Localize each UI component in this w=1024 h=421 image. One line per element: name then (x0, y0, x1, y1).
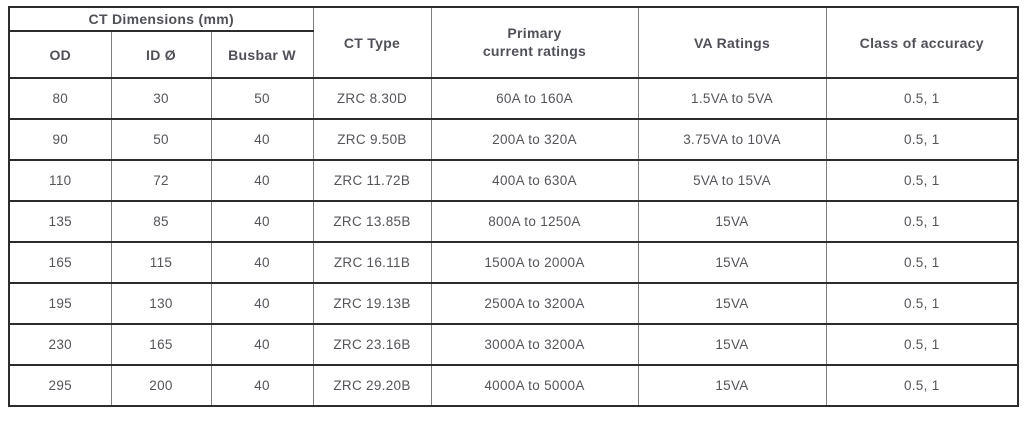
header-od: OD (8, 30, 112, 79)
cell-ct-type: ZRC 19.13B (312, 282, 432, 325)
cell-od: 295 (8, 364, 112, 407)
cell-primary: 60A to 160A (430, 77, 639, 120)
cell-primary: 2500A to 3200A (430, 282, 639, 325)
cell-od: 165 (8, 241, 112, 284)
header-id-diameter: ID Ø (110, 30, 212, 79)
cell-primary: 200A to 320A (430, 118, 639, 161)
header-group-row: CT Dimensions (mm) CT Type Primary curre… (8, 6, 1019, 79)
cell-ct-type: ZRC 16.11B (312, 241, 432, 284)
cell-primary: 1500A to 2000A (430, 241, 639, 284)
cell-od: 135 (8, 200, 112, 243)
cell-ct-type: ZRC 9.50B (312, 118, 432, 161)
cell-od: 110 (8, 159, 112, 202)
cell-busbar: 50 (210, 77, 314, 120)
cell-id: 130 (110, 282, 212, 325)
table-row: 135 85 40 ZRC 13.85B 800A to 1250A 15VA … (8, 200, 1019, 243)
cell-ct-type: ZRC 23.16B (312, 323, 432, 366)
header-class-of-accuracy: Class of accuracy (825, 6, 1019, 79)
cell-id: 85 (110, 200, 212, 243)
header-primary-current-ratings: Primary current ratings (430, 6, 639, 79)
cell-accuracy: 0.5, 1 (825, 364, 1019, 407)
cell-accuracy: 0.5, 1 (825, 241, 1019, 284)
table-body: 80 30 50 ZRC 8.30D 60A to 160A 1.5VA to … (8, 77, 1019, 407)
header-va-ratings: VA Ratings (637, 6, 827, 79)
cell-id: 200 (110, 364, 212, 407)
table-row: 110 72 40 ZRC 11.72B 400A to 630A 5VA to… (8, 159, 1019, 202)
cell-id: 30 (110, 77, 212, 120)
cell-accuracy: 0.5, 1 (825, 77, 1019, 120)
cell-va: 15VA (637, 364, 827, 407)
table-row: 80 30 50 ZRC 8.30D 60A to 160A 1.5VA to … (8, 77, 1019, 120)
cell-od: 80 (8, 77, 112, 120)
header-busbar-w: Busbar W (210, 30, 314, 79)
cell-busbar: 40 (210, 282, 314, 325)
cell-va: 15VA (637, 323, 827, 366)
table-header: CT Dimensions (mm) CT Type Primary curre… (8, 6, 1019, 79)
cell-primary: 800A to 1250A (430, 200, 639, 243)
cell-va: 15VA (637, 241, 827, 284)
header-ct-dimensions-group: CT Dimensions (mm) (8, 6, 314, 32)
cell-busbar: 40 (210, 118, 314, 161)
cell-accuracy: 0.5, 1 (825, 323, 1019, 366)
cell-od: 90 (8, 118, 112, 161)
table-row: 230 165 40 ZRC 23.16B 3000A to 3200A 15V… (8, 323, 1019, 366)
cell-primary: 4000A to 5000A (430, 364, 639, 407)
cell-busbar: 40 (210, 364, 314, 407)
cell-id: 115 (110, 241, 212, 284)
cell-primary: 3000A to 3200A (430, 323, 639, 366)
cell-ct-type: ZRC 13.85B (312, 200, 432, 243)
cell-busbar: 40 (210, 200, 314, 243)
header-ct-type: CT Type (312, 6, 432, 79)
table-row: 90 50 40 ZRC 9.50B 200A to 320A 3.75VA t… (8, 118, 1019, 161)
cell-primary: 400A to 630A (430, 159, 639, 202)
ct-specifications-table: CT Dimensions (mm) CT Type Primary curre… (8, 6, 1019, 407)
cell-busbar: 40 (210, 323, 314, 366)
cell-id: 50 (110, 118, 212, 161)
cell-accuracy: 0.5, 1 (825, 159, 1019, 202)
header-sub-row: OD ID Ø Busbar W (8, 30, 1018, 79)
cell-ct-type: ZRC 29.20B (312, 364, 432, 407)
cell-va: 3.75VA to 10VA (637, 118, 827, 161)
cell-va: 1.5VA to 5VA (637, 77, 827, 120)
cell-ct-type: ZRC 11.72B (312, 159, 432, 202)
cell-accuracy: 0.5, 1 (825, 118, 1019, 161)
cell-od: 195 (8, 282, 112, 325)
cell-id: 72 (110, 159, 212, 202)
cell-busbar: 40 (210, 159, 314, 202)
cell-va: 5VA to 15VA (637, 159, 827, 202)
cell-accuracy: 0.5, 1 (825, 200, 1019, 243)
cell-od: 230 (8, 323, 112, 366)
cell-id: 165 (110, 323, 212, 366)
table-row: 195 130 40 ZRC 19.13B 2500A to 3200A 15V… (8, 282, 1019, 325)
cell-busbar: 40 (210, 241, 314, 284)
cell-va: 15VA (637, 282, 827, 325)
table-row: 165 115 40 ZRC 16.11B 1500A to 2000A 15V… (8, 241, 1019, 284)
cell-accuracy: 0.5, 1 (825, 282, 1019, 325)
table-row: 295 200 40 ZRC 29.20B 4000A to 5000A 15V… (8, 364, 1019, 407)
cell-ct-type: ZRC 8.30D (312, 77, 432, 120)
cell-va: 15VA (637, 200, 827, 243)
